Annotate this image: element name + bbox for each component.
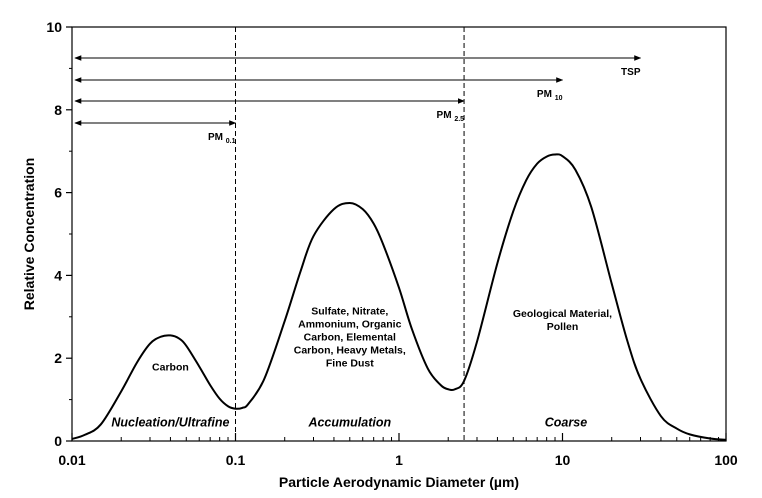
x-axis-title: Particle Aerodynamic Diameter (µm): [279, 474, 519, 490]
y-tick-label: 2: [54, 350, 62, 366]
x-tick-label: 100: [714, 452, 738, 468]
mode-label: Coarse: [545, 416, 587, 430]
x-tick-label: 0.1: [226, 452, 246, 468]
y-axis-title: Relative Concentration: [21, 158, 37, 310]
composition-label: Geological Material,: [513, 308, 612, 320]
size-range-label: TSP: [621, 67, 641, 78]
composition-label: Carbon: [152, 362, 189, 374]
distribution-curve: [71, 153, 727, 441]
size-range-label: PM 10: [537, 89, 563, 102]
composition-label: Ammonium, Organic: [298, 319, 401, 331]
y-tick-label: 8: [54, 102, 62, 118]
composition-label: Carbon, Elemental: [304, 332, 396, 344]
composition-label: Pollen: [547, 321, 579, 333]
composition-label: Carbon, Heavy Metals,: [294, 345, 406, 357]
size-range-label: PM 2.5: [437, 110, 465, 123]
y-tick-label: 4: [54, 267, 62, 283]
mode-label: Accumulation: [307, 416, 391, 430]
composition-label: Sulfate, Nitrate,: [311, 306, 388, 318]
x-tick-label: 1: [395, 452, 403, 468]
size-range-label: PM 0.1: [208, 132, 236, 145]
x-tick-label: 0.01: [58, 452, 85, 468]
y-tick-label: 0: [54, 433, 62, 449]
y-tick-label: 6: [54, 185, 62, 201]
y-tick-label: 10: [46, 19, 62, 35]
composition-label: Fine Dust: [326, 358, 374, 370]
mode-label: Nucleation/Ultrafine: [111, 416, 229, 430]
x-tick-label: 10: [555, 452, 571, 468]
plot-area: [71, 26, 727, 442]
